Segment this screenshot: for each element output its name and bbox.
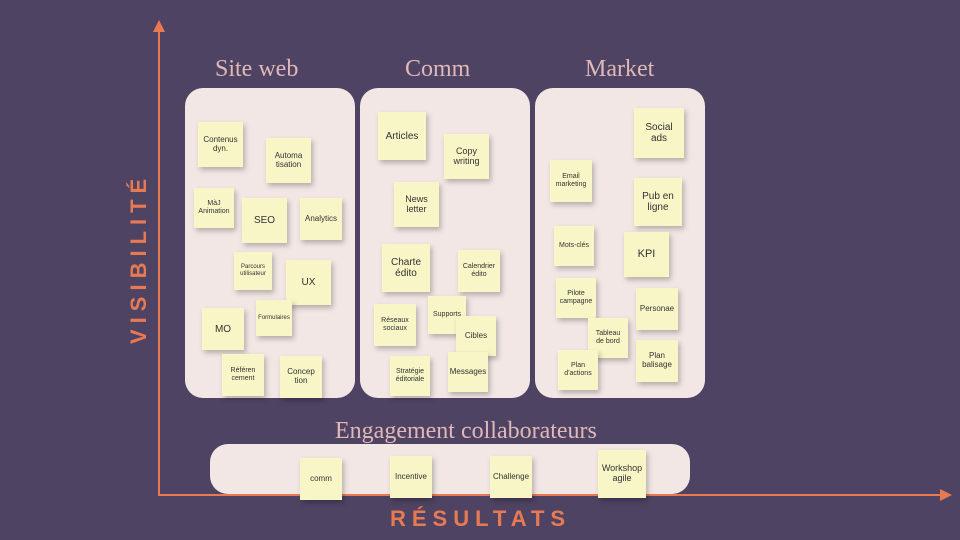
sticky-note: Référen cement <box>222 354 264 396</box>
sticky-note: SEO <box>242 198 287 243</box>
panel-title-comm: Comm <box>405 56 470 83</box>
sticky-note: News letter <box>394 182 439 227</box>
sticky-note: Formulaires <box>256 300 292 336</box>
sticky-note: Contenus dyn. <box>198 122 243 167</box>
sticky-note: Pub en ligne <box>634 178 682 226</box>
sticky-note: Plan d'actions <box>558 350 598 390</box>
sticky-note: Email marketing <box>550 160 592 202</box>
axis-y-arrow-icon <box>153 20 165 32</box>
panel-title-engage: Engagement collaborateurs <box>335 418 597 445</box>
sticky-note: Analytics <box>300 198 342 240</box>
sticky-note: Pilote campagne <box>556 278 596 318</box>
sticky-note: Cibles <box>456 316 496 356</box>
panel-title-market: Market <box>585 56 654 83</box>
sticky-note: Charte édito <box>382 244 430 292</box>
axis-y-label: VISIBILITÉ <box>126 173 152 344</box>
sticky-note: Personae <box>636 288 678 330</box>
axis-y-line <box>158 30 160 494</box>
sticky-note: Automa tisation <box>266 138 311 183</box>
sticky-note: Copy writing <box>444 134 489 179</box>
sticky-note: Workshop agile <box>598 450 646 498</box>
panel-title-web: Site web <box>215 56 298 83</box>
sticky-note: MO <box>202 308 244 350</box>
sticky-note: Messages <box>448 352 488 392</box>
sticky-note: Incentive <box>390 456 432 498</box>
sticky-note: Réseaux sociaux <box>374 304 416 346</box>
sticky-note: MàJ Animation <box>194 188 234 228</box>
sticky-note: Concep tion <box>280 356 322 398</box>
sticky-note: Articles <box>378 112 426 160</box>
sticky-note: UX <box>286 260 331 305</box>
sticky-note: KPI <box>624 232 669 277</box>
sticky-note: Social ads <box>634 108 684 158</box>
sticky-note: Plan balisage <box>636 340 678 382</box>
sticky-note: Parcours utilisateur <box>234 252 272 290</box>
axis-x-label: RÉSULTATS <box>390 506 571 532</box>
sticky-note: Challenge <box>490 456 532 498</box>
sticky-note: Stratégie éditoriale <box>390 356 430 396</box>
sticky-note: Calendrier édito <box>458 250 500 292</box>
axis-x-line <box>158 494 940 496</box>
sticky-note: comm <box>300 458 342 500</box>
axis-x-arrow-icon <box>940 489 952 501</box>
sticky-note: Mots-clés <box>554 226 594 266</box>
